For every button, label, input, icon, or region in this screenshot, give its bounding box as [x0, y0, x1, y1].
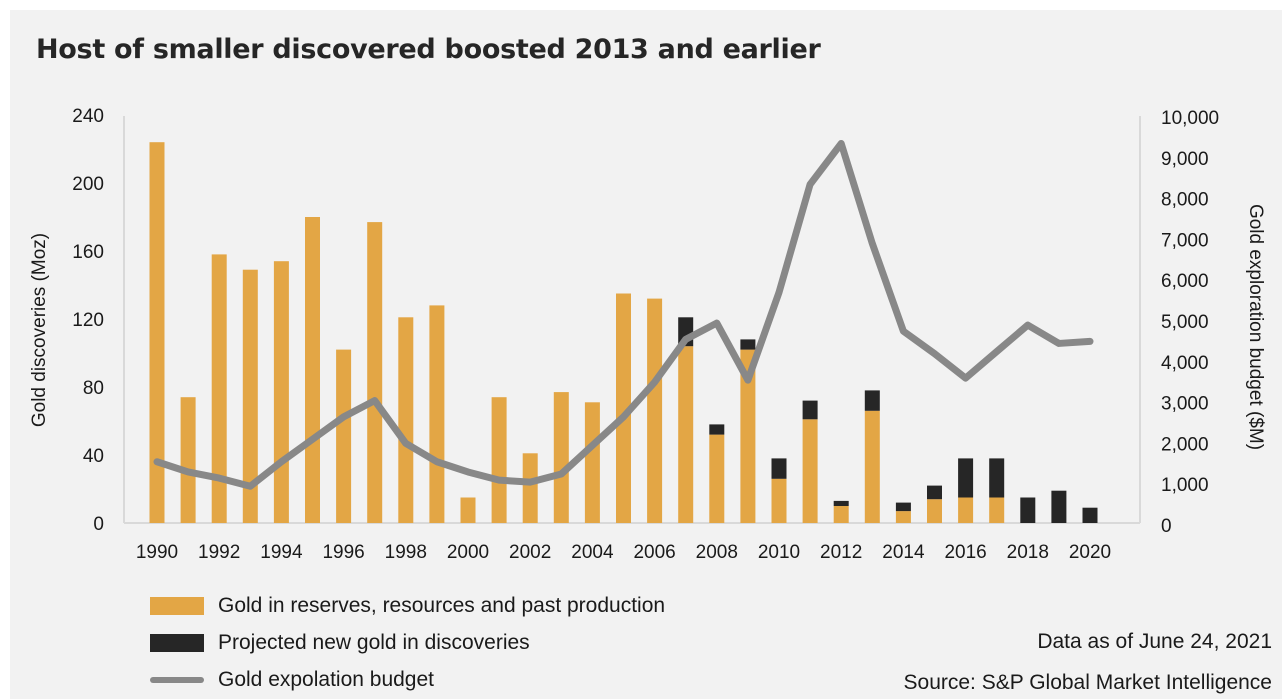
bar-reserves-2007 [678, 346, 694, 523]
bar-reserves-2006 [647, 298, 663, 523]
y2-tick-label: 0 [1161, 516, 1172, 537]
y-tick-label: 200 [72, 174, 104, 195]
x-tick-label: 1990 [136, 542, 178, 563]
x-tick-label: 2016 [944, 542, 986, 563]
bar-projected-2020 [1082, 507, 1098, 523]
line-group [153, 140, 1094, 490]
y2-tick-label: 7,000 [1161, 230, 1209, 251]
bar-reserves-2011 [802, 419, 818, 523]
legend-item-budget: Gold expolation budget [150, 668, 434, 692]
bar-projected-2008 [709, 424, 725, 435]
bar-projected-2009 [740, 339, 756, 350]
bar-projected-2011 [802, 400, 818, 420]
bar-projected-2015 [927, 485, 942, 500]
y-axis-title: Gold discoveries (Moz) [29, 233, 50, 427]
legend-label-budget: Gold expolation budget [218, 668, 434, 691]
bar-reserves-2005 [616, 293, 631, 523]
bar-reserves-1990 [149, 142, 165, 523]
bar-reserves-2001 [491, 397, 507, 523]
bar-reserves-2003 [553, 392, 569, 523]
bar-reserves-1994 [273, 261, 289, 523]
x-tick-label: 2018 [1007, 542, 1049, 563]
bar-reserves-1998 [398, 317, 414, 523]
bar-projected-2017 [989, 458, 1005, 498]
x-tick-label: 1998 [385, 542, 427, 563]
y2-tick-label: 9,000 [1161, 149, 1209, 170]
y-tick-label: 40 [83, 446, 104, 467]
bar-projected-2019 [1051, 490, 1067, 523]
bar-reserves-1997 [367, 222, 383, 523]
y-tick-label: 80 [83, 378, 104, 399]
bar-reserves-2014 [895, 511, 911, 523]
bar-reserves-2008 [709, 434, 725, 523]
y2-tick-label: 8,000 [1161, 190, 1209, 211]
legend-swatch-projected [150, 634, 204, 652]
x-tick-label: 2010 [758, 542, 800, 563]
x-tick-label: 2014 [882, 542, 925, 563]
y-tick-label: 120 [72, 310, 104, 331]
y2-tick-label: 3,000 [1161, 394, 1209, 415]
bar-reserves-1999 [429, 305, 445, 523]
data-date-note: Data as of June 24, 2021 [1037, 630, 1272, 653]
bar-projected-2012 [833, 500, 849, 506]
x-tick-label: 2004 [571, 542, 614, 563]
bar-projected-2016 [958, 458, 974, 498]
x-tick-label: 1992 [198, 542, 240, 563]
y2-tick-label: 10,000 [1161, 108, 1219, 129]
bar-reserves-2016 [958, 497, 974, 523]
x-tick-label: 2008 [696, 542, 738, 563]
bars-group [149, 142, 1098, 523]
bar-reserves-1993 [242, 269, 258, 523]
bar-reserves-1996 [336, 349, 352, 523]
legend-item-projected: Projected new gold in discoveries [150, 631, 530, 655]
x-tick-label: 2006 [633, 542, 675, 563]
legend-item-reserves: Gold in reserves, resources and past pro… [150, 594, 665, 618]
bar-reserves-2015 [927, 499, 942, 523]
bar-projected-2010 [771, 458, 787, 479]
chart-title: Host of smaller discovered boosted 2013 … [36, 34, 821, 65]
y2-axis-title: Gold exploration budget ($M) [1245, 204, 1266, 450]
bar-reserves-2012 [833, 506, 849, 523]
bar-reserves-2000 [460, 497, 476, 523]
x-tick-label: 1994 [260, 542, 303, 563]
bar-reserves-1995 [305, 217, 320, 523]
bar-projected-2018 [1020, 497, 1036, 523]
x-tick-label: 2012 [820, 542, 862, 563]
bar-reserves-1991 [180, 397, 196, 523]
y-tick-label: 160 [72, 242, 104, 263]
bar-reserves-2002 [522, 453, 538, 523]
y2-tick-label: 2,000 [1161, 434, 1209, 455]
bar-projected-2014 [895, 502, 911, 512]
bar-reserves-2013 [864, 410, 880, 523]
x-tick-label: 2000 [447, 542, 489, 563]
x-tick-label: 1996 [322, 542, 364, 563]
y2-tick-label: 5,000 [1161, 312, 1209, 333]
source-note: Source: S&P Global Market Intelligence [903, 671, 1272, 694]
legend-swatch-budget [150, 677, 204, 683]
legend-label-reserves: Gold in reserves, resources and past pro… [218, 594, 666, 617]
legend-label-projected: Projected new gold in discoveries [218, 631, 530, 654]
bar-projected-2013 [864, 390, 880, 411]
ticks-group: 0 40 80 120 160 200 240 0 1,000 2,000 3,000 4,000 5,… [72, 106, 1219, 563]
y-tick-label: 240 [72, 106, 104, 127]
x-tick-label: 2020 [1069, 542, 1111, 563]
y2-tick-label: 6,000 [1161, 271, 1209, 292]
y2-tick-label: 4,000 [1161, 353, 1209, 374]
x-tick-label: 2002 [509, 542, 551, 563]
bar-reserves-2004 [584, 402, 600, 523]
legend-swatch-reserves [150, 597, 204, 615]
series-line-budget [153, 140, 1094, 490]
bar-reserves-2017 [989, 497, 1005, 523]
bar-reserves-1992 [211, 254, 227, 523]
y-tick-label: 0 [93, 514, 104, 535]
bar-reserves-2010 [771, 478, 787, 523]
bar-reserves-2009 [740, 349, 756, 523]
y2-tick-label: 1,000 [1161, 475, 1209, 496]
